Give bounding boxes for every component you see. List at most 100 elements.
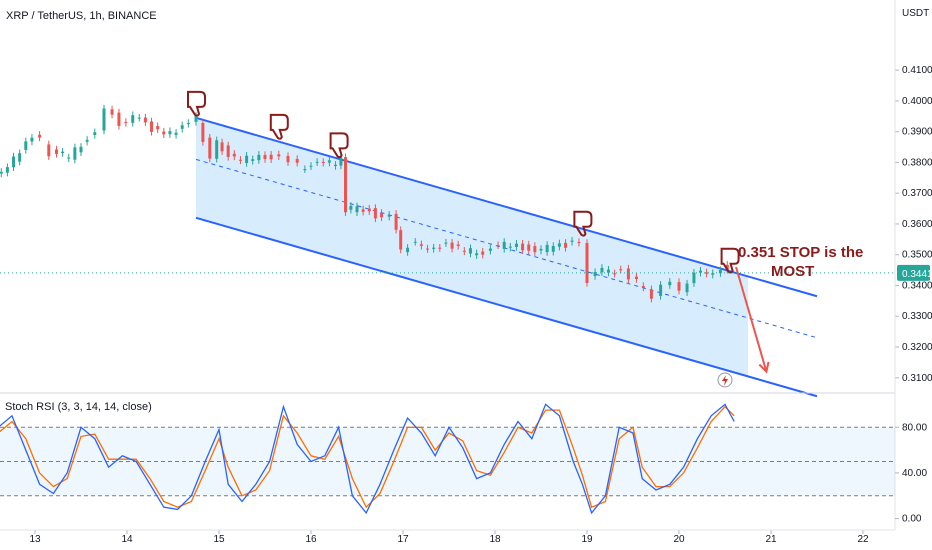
candle-body xyxy=(508,246,512,248)
candle-body xyxy=(399,230,403,250)
y-tick-label-2: 0.3900 xyxy=(902,127,932,138)
y-tick-label-8: 0.3300 xyxy=(902,311,932,322)
candle-body xyxy=(162,131,166,135)
target-arrow xyxy=(735,266,770,374)
candle-body xyxy=(110,109,114,115)
candle-body xyxy=(570,240,574,242)
candle-body xyxy=(551,246,555,252)
candle-body xyxy=(263,155,267,160)
candle-body xyxy=(577,242,581,244)
candle-body xyxy=(438,247,442,249)
candle-body xyxy=(539,248,543,251)
candle-body xyxy=(502,241,506,249)
candle-body xyxy=(150,121,154,132)
markers xyxy=(187,90,740,274)
x-tick-label-8: 21 xyxy=(765,534,777,545)
y-tick-label-9: 0.3200 xyxy=(902,342,932,353)
candle-body xyxy=(208,137,212,159)
candle-body xyxy=(24,141,28,150)
y-tick-label-0: 0.4100 xyxy=(902,65,932,76)
candle-body xyxy=(186,122,190,124)
candle-body xyxy=(698,270,702,273)
candle-body xyxy=(692,272,696,284)
candle-body xyxy=(641,286,645,288)
candle-body xyxy=(600,267,604,273)
candle-body xyxy=(725,264,729,270)
candle-body xyxy=(180,125,184,129)
candle-body xyxy=(54,149,58,154)
candle-body xyxy=(488,248,492,251)
candle-body xyxy=(373,208,377,219)
candle-body xyxy=(705,272,709,274)
candle-body xyxy=(685,283,689,293)
candle-body xyxy=(269,154,273,160)
price-series xyxy=(0,104,729,303)
candle-body xyxy=(419,244,423,246)
candle-body xyxy=(67,157,71,159)
candle-body xyxy=(143,117,147,123)
candle-body xyxy=(286,156,290,163)
candle-body xyxy=(394,213,398,230)
thumbs-down-shape xyxy=(329,132,349,159)
thumbs-down-shape xyxy=(269,113,289,140)
y-tick-label-1: 0.4000 xyxy=(902,96,932,107)
candle-body xyxy=(251,159,255,161)
candle-body xyxy=(85,139,89,142)
candle-body xyxy=(303,169,307,171)
current-price-tag xyxy=(897,264,930,281)
candle-body xyxy=(514,243,518,248)
candle-body xyxy=(521,243,525,251)
candle-body xyxy=(444,242,448,244)
candle-body xyxy=(344,157,347,213)
candle-body xyxy=(557,243,561,247)
candle-body xyxy=(462,250,466,252)
channel-fill xyxy=(196,117,748,377)
candle-body xyxy=(355,206,359,213)
channel-upper-line xyxy=(195,116,818,298)
candle-body xyxy=(18,153,22,162)
candle-body xyxy=(426,248,430,250)
thumbs-down-icon xyxy=(720,247,740,274)
stoch-tick-label-2: 0.00 xyxy=(902,514,922,525)
y-tick-label-3: 0.3800 xyxy=(902,157,932,168)
x-tick-label-0: 13 xyxy=(29,534,41,545)
candle-body xyxy=(47,144,51,157)
y-tick-label-7: 0.3400 xyxy=(902,280,932,291)
candle-body xyxy=(564,242,568,248)
x-tick-label-6: 19 xyxy=(581,534,593,545)
candle-body xyxy=(137,117,141,119)
stoch-tick-label-0: 80.00 xyxy=(902,422,927,433)
candle-body xyxy=(295,159,299,163)
candle-body xyxy=(527,244,531,251)
target-arrow-head xyxy=(758,361,770,374)
candle-body xyxy=(238,159,242,161)
stoch-k-line xyxy=(0,403,735,515)
candle-body xyxy=(102,108,106,131)
candle-body xyxy=(533,246,537,253)
candle-body xyxy=(585,242,589,283)
stoch-rsi-title: Stoch RSI (3, 3, 14, 14, close) xyxy=(5,401,152,413)
x-tick-label-7: 20 xyxy=(673,534,685,545)
target-arrow-shaft xyxy=(735,266,768,372)
candle-body xyxy=(174,132,178,135)
candle-body xyxy=(38,134,42,138)
candle-body xyxy=(718,270,722,274)
price-channel xyxy=(195,116,818,398)
y-axis-ticks: 0.4100 0.4000 0.3900 0.3800 0.3700 0.3600 0.35… xyxy=(895,65,932,384)
candle-body xyxy=(711,273,715,275)
candle-body xyxy=(413,241,417,243)
candle-body xyxy=(232,153,236,157)
candle-body xyxy=(124,122,128,124)
candle-body xyxy=(131,115,135,123)
thumbs-down-shape xyxy=(720,247,740,274)
candle-body xyxy=(156,126,160,130)
x-axis-ticks: 13 14 15 16 17 18 19 20 21 22 xyxy=(29,530,869,545)
candle-body xyxy=(334,164,338,167)
candle-body xyxy=(5,167,9,173)
y-tick-label-4: 0.3700 xyxy=(902,188,932,199)
candle-body xyxy=(380,212,384,218)
x-tick-label-9: 22 xyxy=(857,534,869,545)
candle-body xyxy=(626,268,630,280)
candle-body xyxy=(677,282,681,291)
